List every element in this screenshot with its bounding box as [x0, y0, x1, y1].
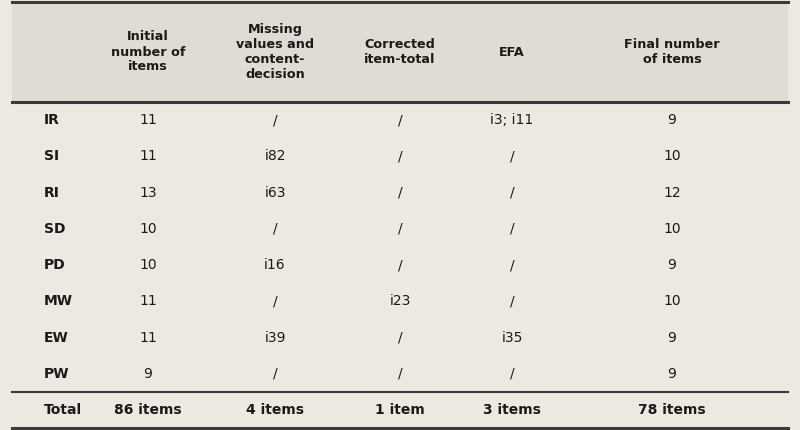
- Text: /: /: [398, 331, 402, 344]
- Text: Total: Total: [44, 403, 82, 417]
- Text: /: /: [510, 295, 514, 308]
- Text: EFA: EFA: [499, 46, 525, 58]
- Text: i63: i63: [264, 186, 286, 200]
- Bar: [12, 2, 788, 102]
- Text: 11: 11: [139, 331, 157, 344]
- Text: 13: 13: [139, 186, 157, 200]
- Text: /: /: [398, 149, 402, 163]
- Text: PD: PD: [44, 258, 66, 272]
- Text: /: /: [273, 113, 278, 127]
- Bar: [12, 392, 788, 428]
- Text: RI: RI: [44, 186, 60, 200]
- Text: /: /: [510, 186, 514, 200]
- Text: /: /: [398, 186, 402, 200]
- Text: MW: MW: [44, 295, 73, 308]
- Text: i16: i16: [264, 258, 286, 272]
- Text: Final number
of items: Final number of items: [624, 38, 720, 66]
- Text: IR: IR: [44, 113, 60, 127]
- Text: 9: 9: [667, 113, 677, 127]
- Text: /: /: [510, 367, 514, 381]
- Text: PW: PW: [44, 367, 70, 381]
- Text: EW: EW: [44, 331, 69, 344]
- Text: 10: 10: [139, 258, 157, 272]
- Text: /: /: [510, 258, 514, 272]
- Text: 9: 9: [143, 367, 153, 381]
- Text: /: /: [398, 113, 402, 127]
- Text: 86 items: 86 items: [114, 403, 182, 417]
- Text: Initial
number of
items: Initial number of items: [110, 31, 186, 74]
- Text: i23: i23: [390, 295, 410, 308]
- Text: /: /: [398, 222, 402, 236]
- Text: 10: 10: [663, 222, 681, 236]
- Text: 3 items: 3 items: [483, 403, 541, 417]
- Text: 9: 9: [667, 258, 677, 272]
- Text: 11: 11: [139, 149, 157, 163]
- Text: /: /: [273, 295, 278, 308]
- Text: SI: SI: [44, 149, 59, 163]
- Text: /: /: [273, 222, 278, 236]
- Text: Corrected
item-total: Corrected item-total: [364, 38, 436, 66]
- Text: 10: 10: [663, 149, 681, 163]
- Text: SD: SD: [44, 222, 66, 236]
- Text: /: /: [510, 149, 514, 163]
- Text: /: /: [398, 258, 402, 272]
- Text: i3; i11: i3; i11: [490, 113, 534, 127]
- Text: Missing
values and
content-
decision: Missing values and content- decision: [236, 23, 314, 81]
- Text: /: /: [510, 222, 514, 236]
- Text: 12: 12: [663, 186, 681, 200]
- Text: /: /: [398, 367, 402, 381]
- Text: 4 items: 4 items: [246, 403, 304, 417]
- Text: 10: 10: [139, 222, 157, 236]
- Text: 9: 9: [667, 331, 677, 344]
- Text: i39: i39: [264, 331, 286, 344]
- Text: 9: 9: [667, 367, 677, 381]
- Text: 11: 11: [139, 295, 157, 308]
- Text: 10: 10: [663, 295, 681, 308]
- Text: 1 item: 1 item: [375, 403, 425, 417]
- Text: i82: i82: [264, 149, 286, 163]
- Text: 11: 11: [139, 113, 157, 127]
- Text: 78 items: 78 items: [638, 403, 706, 417]
- Text: /: /: [273, 367, 278, 381]
- Text: i35: i35: [502, 331, 522, 344]
- Bar: [12, 102, 788, 392]
